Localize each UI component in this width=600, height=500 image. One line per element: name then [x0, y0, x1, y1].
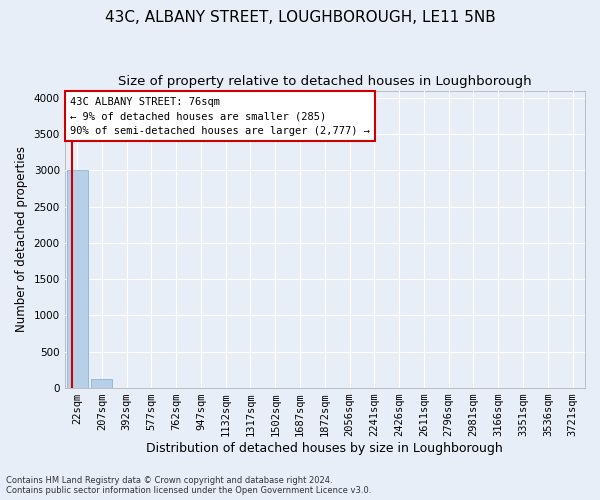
- Y-axis label: Number of detached properties: Number of detached properties: [15, 146, 28, 332]
- Text: Contains HM Land Registry data © Crown copyright and database right 2024.
Contai: Contains HM Land Registry data © Crown c…: [6, 476, 371, 495]
- Text: 43C, ALBANY STREET, LOUGHBOROUGH, LE11 5NB: 43C, ALBANY STREET, LOUGHBOROUGH, LE11 5…: [104, 10, 496, 25]
- Bar: [67, 170, 88, 388]
- Bar: [91, 380, 112, 388]
- X-axis label: Distribution of detached houses by size in Loughborough: Distribution of detached houses by size …: [146, 442, 503, 455]
- Text: 43C ALBANY STREET: 76sqm
← 9% of detached houses are smaller (285)
90% of semi-d: 43C ALBANY STREET: 76sqm ← 9% of detache…: [70, 96, 370, 136]
- Title: Size of property relative to detached houses in Loughborough: Size of property relative to detached ho…: [118, 75, 532, 88]
